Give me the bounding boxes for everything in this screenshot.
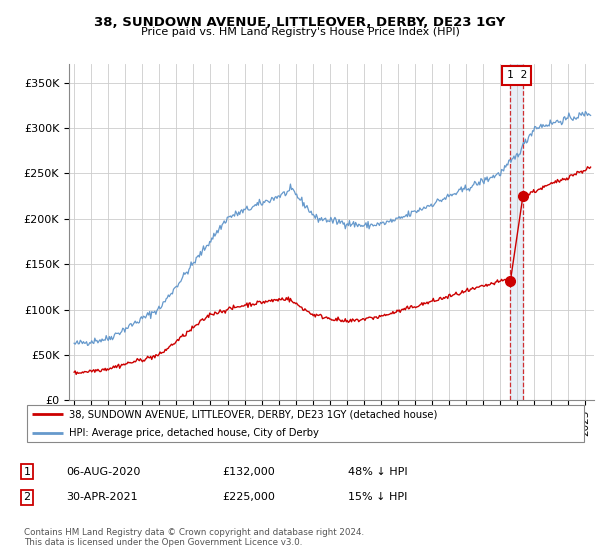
Text: Contains HM Land Registry data © Crown copyright and database right 2024.
This d: Contains HM Land Registry data © Crown c… — [24, 528, 364, 547]
Text: 1 2: 1 2 — [506, 71, 527, 80]
Text: 30-APR-2021: 30-APR-2021 — [66, 492, 137, 502]
Text: £132,000: £132,000 — [222, 466, 275, 477]
FancyBboxPatch shape — [27, 405, 584, 441]
Text: 06-AUG-2020: 06-AUG-2020 — [66, 466, 140, 477]
Text: Price paid vs. HM Land Registry's House Price Index (HPI): Price paid vs. HM Land Registry's House … — [140, 27, 460, 37]
Text: 1: 1 — [23, 466, 31, 477]
Text: £225,000: £225,000 — [222, 492, 275, 502]
Bar — [511, 64, 523, 400]
Text: 15% ↓ HPI: 15% ↓ HPI — [348, 492, 407, 502]
Text: 48% ↓ HPI: 48% ↓ HPI — [348, 466, 407, 477]
Text: 38, SUNDOWN AVENUE, LITTLEOVER, DERBY, DE23 1GY: 38, SUNDOWN AVENUE, LITTLEOVER, DERBY, D… — [94, 16, 506, 29]
Text: 2: 2 — [23, 492, 31, 502]
Text: 38, SUNDOWN AVENUE, LITTLEOVER, DERBY, DE23 1GY (detached house): 38, SUNDOWN AVENUE, LITTLEOVER, DERBY, D… — [69, 409, 437, 419]
Text: HPI: Average price, detached house, City of Derby: HPI: Average price, detached house, City… — [69, 428, 319, 437]
